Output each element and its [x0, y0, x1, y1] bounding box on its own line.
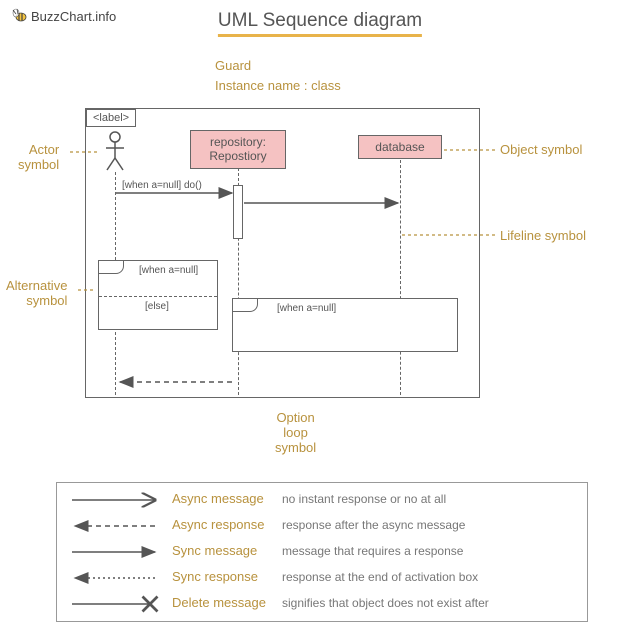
legend-row-1: Async message no instant response or no … [172, 491, 446, 506]
legend-row-4: Sync response response at the end of act… [172, 569, 478, 584]
legend-row-5: Delete message signifies that object doe… [172, 595, 489, 610]
legend-row-2: Async response response after the async … [172, 517, 465, 532]
legend-row-3: Sync message message that requires a res… [172, 543, 463, 558]
